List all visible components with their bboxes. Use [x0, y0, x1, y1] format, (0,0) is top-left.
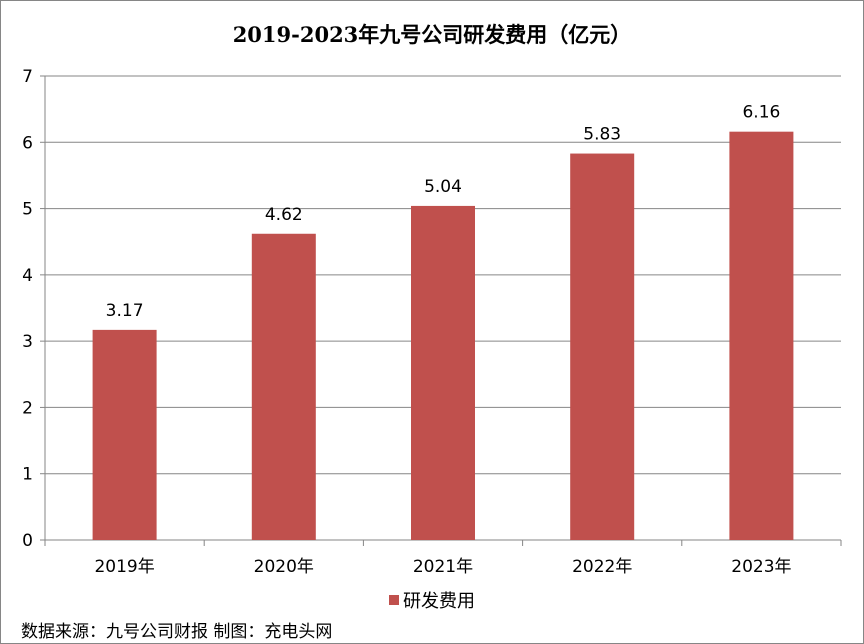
y-tick-label: 3 [22, 332, 33, 352]
y-tick-label: 6 [22, 133, 33, 153]
x-tick-label: 2022年 [572, 557, 632, 577]
chart-plot: 0 1 2 3 4 5 6 7 3.17 2019年 4.62 2020年 5.04 2021年 5.83 2… [22, 67, 842, 577]
bar [92, 329, 157, 540]
x-tick-label: 2019年 [94, 557, 154, 577]
data-label: 3.17 [106, 301, 144, 321]
data-label: 5.04 [424, 177, 462, 197]
y-tick-label: 5 [22, 200, 33, 220]
data-label: 6.16 [742, 103, 780, 123]
y-tick-label: 7 [22, 67, 33, 87]
bar [251, 233, 316, 540]
data-label: 5.83 [583, 125, 621, 145]
x-tick-label: 2021年 [413, 557, 473, 577]
bar [411, 205, 475, 541]
bar [570, 153, 635, 540]
y-tick-label: 0 [22, 531, 33, 551]
x-tick-label: 2020年 [254, 557, 314, 577]
y-tick-label: 4 [22, 266, 33, 286]
source-note: 数据来源：九号公司财报 制图：充电头网 [21, 622, 333, 642]
data-label: 4.62 [265, 205, 303, 225]
y-tick-label: 2 [22, 398, 33, 418]
legend: 研发费用 [1, 587, 863, 613]
x-tick-label: 2023年 [731, 557, 791, 577]
chart-title: 2019-2023年九号公司研发费用（亿元） [232, 22, 632, 47]
legend-label: 研发费用 [403, 591, 475, 612]
bar [729, 131, 794, 540]
y-tick-label: 1 [22, 465, 33, 485]
legend-swatch [389, 595, 399, 605]
